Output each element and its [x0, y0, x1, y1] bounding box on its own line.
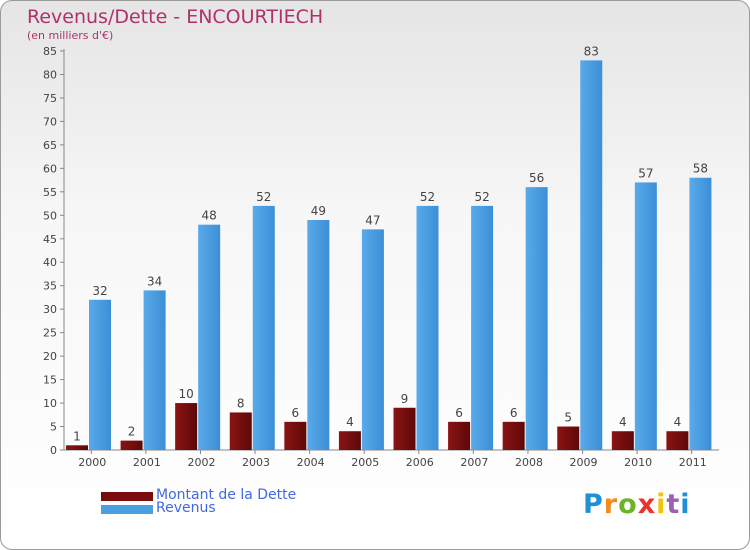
y-tick-label: 50	[43, 209, 57, 222]
bar-dette	[284, 421, 307, 450]
y-tick-label: 70	[43, 115, 57, 128]
data-label-revenus: 52	[256, 190, 271, 204]
bar-dette	[611, 431, 634, 450]
bar-dette	[666, 431, 689, 450]
y-tick-label: 0	[50, 444, 57, 457]
x-tick-label: 2004	[297, 456, 325, 469]
data-label-revenus: 52	[474, 190, 489, 204]
bar-revenus	[252, 205, 275, 450]
data-label-revenus: 56	[529, 171, 544, 185]
y-tick-label: 5	[50, 421, 57, 434]
bar-dette	[393, 407, 416, 450]
bar-revenus	[471, 205, 494, 450]
legend-swatch-revenus	[101, 505, 153, 514]
bar-revenus	[580, 60, 603, 450]
data-label-dette: 6	[292, 406, 300, 420]
x-tick-label: 2006	[406, 456, 434, 469]
data-label-dette: 6	[510, 406, 518, 420]
bar-dette	[502, 421, 525, 450]
bar-dette	[66, 445, 88, 450]
x-tick-label: 2010	[624, 456, 652, 469]
y-tick-label: 30	[43, 303, 57, 316]
y-tick-label: 65	[43, 139, 57, 152]
data-label-revenus: 49	[311, 204, 326, 218]
data-label-dette: 9	[401, 392, 409, 406]
proxiti-logo: Proxiti	[583, 489, 691, 520]
bar-revenus	[634, 182, 657, 450]
data-label-dette: 6	[455, 406, 463, 420]
x-tick-label: 2009	[570, 456, 598, 469]
y-tick-label: 25	[43, 327, 57, 340]
y-tick-label: 35	[43, 280, 57, 293]
bar-dette	[448, 421, 471, 450]
y-tick-label: 40	[43, 256, 57, 269]
y-tick-label: 85	[43, 45, 57, 58]
data-label-revenus: 34	[147, 274, 162, 288]
bar-revenus	[689, 177, 712, 450]
bar-revenus	[416, 205, 439, 450]
data-label-dette: 5	[564, 411, 572, 425]
y-tick-label: 45	[43, 233, 57, 246]
bar-dette	[120, 440, 143, 450]
data-label-revenus: 32	[92, 284, 107, 298]
data-label-dette: 4	[619, 415, 627, 429]
data-label-dette: 2	[128, 425, 136, 439]
chart-subtitle: (en milliers d'€)	[27, 29, 114, 42]
x-tick-label: 2003	[242, 456, 270, 469]
bar-revenus	[307, 219, 330, 450]
y-tick-label: 10	[43, 397, 57, 410]
bar-revenus	[361, 229, 384, 450]
data-label-revenus: 48	[202, 209, 217, 223]
data-label-dette: 10	[179, 387, 194, 401]
bar-revenus	[198, 224, 221, 450]
data-label-revenus: 83	[584, 44, 599, 58]
data-label-revenus: 47	[365, 213, 380, 227]
x-tick-label: 2001	[133, 456, 161, 469]
x-tick-label: 2007	[460, 456, 488, 469]
y-tick-label: 75	[43, 92, 57, 105]
y-tick-label: 15	[43, 374, 57, 387]
legend-label-revenus: Revenus	[156, 500, 216, 516]
x-tick-label: 2002	[187, 456, 215, 469]
data-label-dette: 4	[346, 415, 354, 429]
legend-swatch-dette	[101, 492, 153, 501]
y-tick-label: 20	[43, 350, 57, 363]
x-tick-label: 2005	[351, 456, 379, 469]
bar-dette	[557, 426, 580, 450]
bar-dette	[338, 431, 361, 450]
y-tick-label: 55	[43, 186, 57, 199]
chart-title: Revenus/Dette - ENCOURTIECH	[27, 6, 324, 28]
bar-revenus	[89, 299, 111, 450]
data-label-dette: 4	[674, 415, 682, 429]
data-label-revenus: 52	[420, 190, 435, 204]
y-tick-label: 80	[43, 68, 57, 81]
data-label-revenus: 57	[638, 166, 653, 180]
legend-label-dette: Montant de la Dette	[156, 487, 297, 503]
bar-dette	[175, 403, 198, 450]
y-tick-label: 60	[43, 162, 57, 175]
data-label-dette: 1	[73, 429, 81, 443]
data-label-dette: 8	[237, 396, 245, 410]
bar-revenus	[143, 290, 166, 450]
x-tick-label: 2008	[515, 456, 543, 469]
bar-dette	[229, 412, 252, 450]
bar-revenus	[525, 187, 548, 451]
data-label-revenus: 58	[693, 162, 708, 176]
x-tick-label: 2000	[78, 456, 106, 469]
x-tick-label: 2011	[679, 456, 707, 469]
